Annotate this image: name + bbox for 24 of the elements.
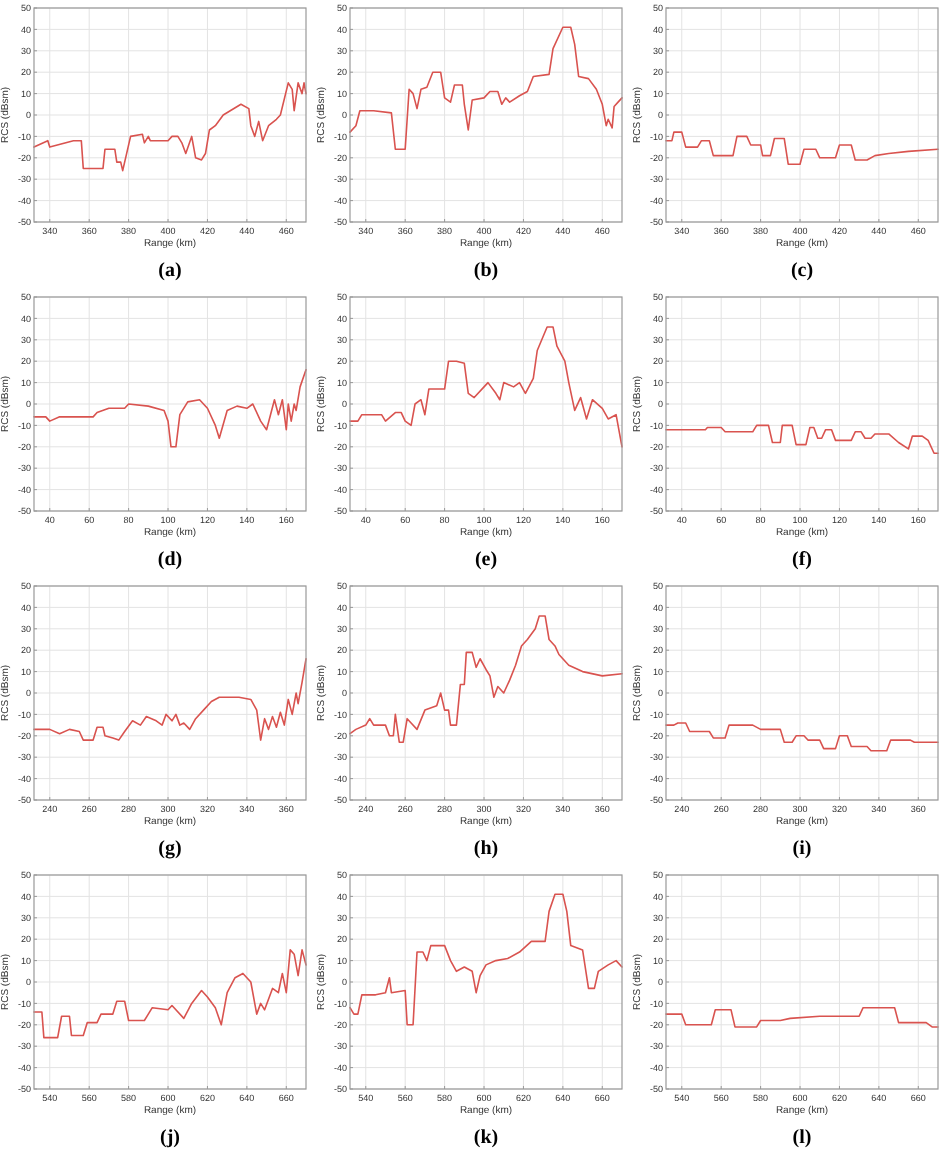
line-series <box>349 615 623 744</box>
text: (d) <box>157 549 183 571</box>
text: (i) <box>792 838 812 860</box>
line-series <box>33 657 307 741</box>
line-series <box>33 368 307 448</box>
line-series <box>349 26 623 151</box>
text: (b) <box>473 260 499 282</box>
line-series <box>665 424 939 455</box>
line-series <box>665 131 939 166</box>
text: (l) <box>792 1127 812 1149</box>
text: (g) <box>158 838 182 860</box>
text: (k) <box>473 1127 499 1149</box>
text: (c) <box>790 260 814 282</box>
text: (h) <box>473 838 499 860</box>
text: (j) <box>160 1127 180 1149</box>
text: (a) <box>158 260 182 282</box>
line-series <box>349 326 623 448</box>
text: (f) <box>792 549 812 571</box>
line-series <box>33 82 307 172</box>
line-series <box>665 722 939 752</box>
line-series <box>665 1006 939 1028</box>
line-series <box>349 893 623 1026</box>
text: (e) <box>474 549 498 571</box>
line-series <box>33 949 307 1039</box>
